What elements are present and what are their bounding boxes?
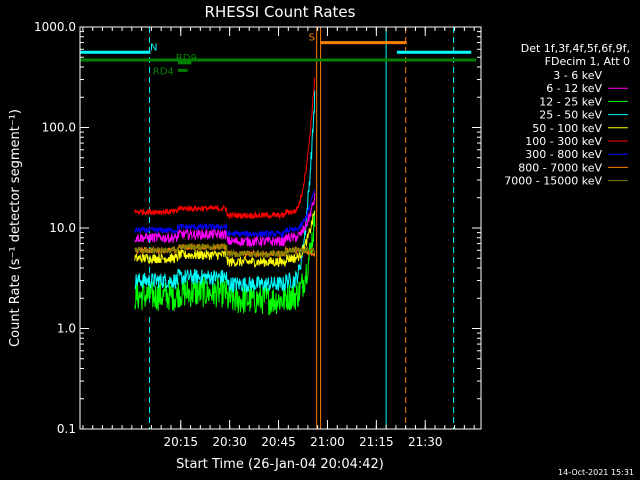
legend-label: 300 - 800 keV	[525, 148, 602, 161]
y-tick-label: 1.0	[57, 322, 76, 336]
legend-label: 7000 - 15000 keV	[504, 175, 602, 188]
footer-date: 14-Oct-2021 15:31	[558, 468, 634, 477]
x-tick-label: 20:45	[261, 435, 296, 449]
flag-label: N	[150, 42, 157, 53]
legend-label: 12 - 25 keV	[539, 95, 602, 108]
y-tick-label: 0.1	[57, 422, 76, 436]
flag-label: RD4	[153, 66, 174, 77]
y-tick-label: 1000.0	[34, 20, 76, 34]
flag-label: S	[309, 33, 315, 44]
x-tick-label: 20:30	[212, 435, 247, 449]
series-line-300-800kev-kev-curve	[134, 189, 316, 239]
x-tick-label: 21:15	[359, 435, 394, 449]
x-axis-label: Start Time (26-Jan-04 20:04:42)	[176, 457, 384, 472]
legend-header-line-2: FDecim 1, Att 0	[545, 55, 630, 68]
legend-header-line-1: Det 1f,3f,4f,5f,6f,9f,	[521, 42, 630, 55]
y-tick-label: 100.0	[42, 121, 76, 135]
legend-label: 100 - 300 keV	[525, 135, 602, 148]
series-line-12-25kev-kev-curve	[134, 210, 316, 316]
x-tick-label: 20:15	[163, 435, 198, 449]
series-line-25-50kev-kev-curve	[134, 90, 316, 294]
chart-title: RHESSI Count Rates	[205, 3, 356, 21]
flag-label: RD9	[176, 53, 197, 64]
series-line-50-100kev-kev-curve	[134, 210, 316, 268]
y-tick-label: 10.0	[49, 221, 76, 235]
legend-label: 50 - 100 keV	[532, 122, 602, 135]
legend-label: 3 - 6 keV	[553, 69, 602, 82]
series-line-100-300kev-kev-curve	[134, 77, 316, 220]
legend-label: 25 - 50 keV	[539, 109, 602, 122]
y-axis-label: Count Rate (s⁻¹ detector segment⁻¹)	[8, 109, 23, 347]
plot-frame	[79, 26, 482, 430]
x-tick-label: 21:30	[408, 435, 443, 449]
legend-label: 6 - 12 keV	[546, 82, 602, 95]
series-line-6-12kev-kev-curve	[134, 192, 316, 248]
x-tick-label: 21:00	[310, 435, 345, 449]
legend-label: 800 - 7000 keV	[518, 161, 602, 174]
series-line-7000-15000kev-kev-curve	[134, 243, 316, 259]
